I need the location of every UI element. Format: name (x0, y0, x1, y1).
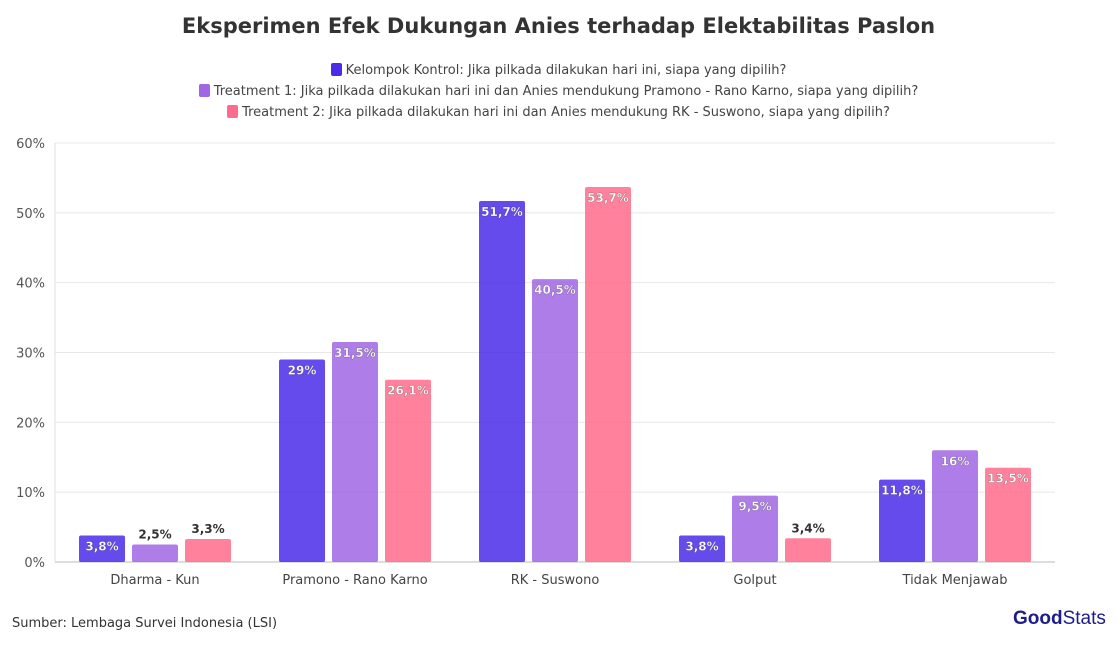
data-label: 3,8% (85, 539, 118, 553)
bar (985, 467, 1031, 562)
legend-swatch (198, 84, 210, 97)
x-tick-label: Golput (733, 573, 776, 588)
goodstats-logo: GoodStats (1013, 608, 1106, 629)
legend: Kelompok Kontrol: Jika pilkada dilakukan… (0, 60, 1117, 123)
bar (932, 450, 978, 562)
data-label: 13,5% (987, 472, 1029, 486)
bar (132, 544, 178, 562)
data-label: 11,8% (881, 484, 923, 498)
data-label: 9,5% (738, 500, 771, 514)
data-label: 26,1% (387, 384, 429, 398)
data-label: 40,5% (534, 283, 576, 297)
legend-swatch (330, 63, 342, 76)
bar (385, 379, 431, 562)
x-tick-label: Tidak Menjawab (902, 573, 1008, 588)
legend-item-treatment-2[interactable]: Treatment 2: Jika pilkada dilakukan hari… (0, 102, 1117, 123)
data-label: 29% (288, 363, 317, 377)
x-tick-label: RK - Suswono (511, 573, 600, 588)
bar (785, 538, 831, 562)
legend-swatch (227, 105, 239, 118)
bar (279, 359, 325, 562)
bar (185, 538, 231, 562)
y-tick-label: 40% (16, 277, 45, 292)
bar (79, 535, 125, 562)
bar (585, 186, 631, 562)
y-tick-label: 30% (16, 347, 45, 362)
bar (679, 535, 725, 562)
data-label: 3,3% (191, 522, 224, 536)
y-tick-label: 20% (16, 416, 45, 431)
y-tick-label: 60% (16, 137, 45, 152)
bar (732, 495, 778, 562)
data-label: 31,5% (334, 346, 376, 360)
bar (532, 279, 578, 562)
data-label: 16% (941, 454, 970, 468)
data-label: 51,7% (481, 205, 523, 219)
data-label: 3,8% (685, 539, 718, 553)
x-tick-label: Dharma - Kun (110, 573, 199, 588)
y-tick-label: 50% (16, 207, 45, 222)
y-tick-label: 0% (24, 556, 45, 571)
legend-item-control[interactable]: Kelompok Kontrol: Jika pilkada dilakukan… (0, 60, 1117, 81)
source-note: Sumber: Lembaga Survei Indonesia (LSI) (12, 616, 278, 631)
bar (479, 200, 525, 562)
chart-title: Eksperimen Efek Dukungan Anies terhadap … (181, 14, 936, 38)
legend-item-treatment-1[interactable]: Treatment 1: Jika pilkada dilakukan hari… (0, 81, 1117, 102)
data-label: 2,5% (138, 528, 171, 542)
data-label: 3,4% (791, 521, 824, 535)
y-tick-label: 10% (16, 486, 45, 501)
bar (332, 342, 378, 562)
bar (879, 479, 925, 562)
x-tick-label: Pramono - Rano Karno (282, 573, 427, 588)
data-label: 53,7% (587, 191, 629, 205)
